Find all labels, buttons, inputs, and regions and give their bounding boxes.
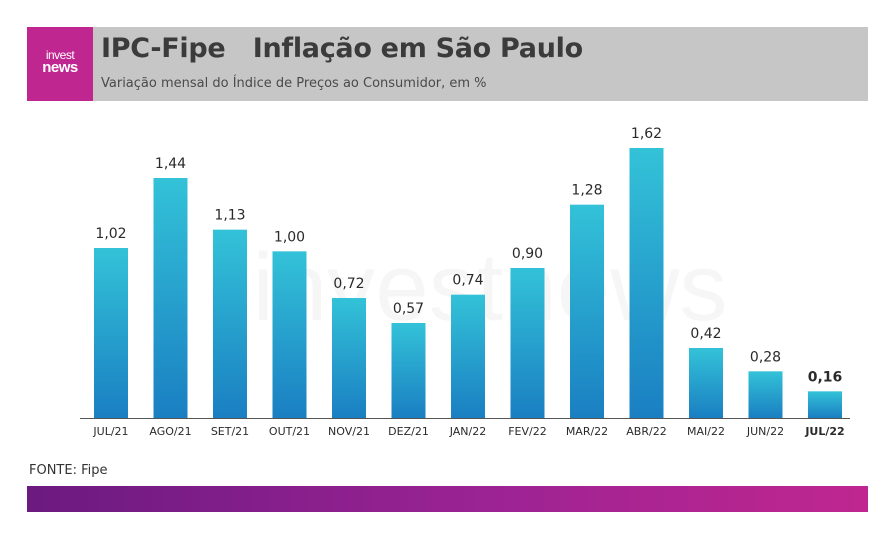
value-label: 1,62	[631, 126, 662, 142]
value-label: 0,74	[452, 273, 483, 289]
value-label: 0,72	[333, 276, 364, 292]
bar-jun-22	[748, 371, 783, 418]
value-label: 0,42	[690, 326, 721, 342]
bar-dez-21	[391, 323, 426, 418]
category-label: JUN/22	[746, 425, 784, 438]
bar-jul-21	[94, 248, 128, 418]
bar-jul-22	[808, 391, 842, 418]
value-label: 1,02	[95, 226, 126, 242]
value-label: 0,90	[512, 246, 543, 262]
source-note: FONTE: Fipe	[29, 463, 108, 478]
bar-mai-22	[689, 348, 723, 418]
category-label: MAR/22	[566, 425, 608, 438]
bar-out-21	[272, 251, 307, 418]
value-label: 0,16	[808, 369, 843, 385]
bar-set-21	[213, 229, 247, 418]
header-banner: invest news IPC-Fipe Inflação em São Pau…	[27, 27, 868, 101]
category-label: SET/21	[211, 425, 249, 438]
chart-subtitle: Variação mensal do Índice de Preços ao C…	[101, 76, 487, 91]
category-label: ABR/22	[626, 425, 666, 438]
category-label: JAN/22	[449, 425, 487, 438]
value-label: 0,57	[393, 301, 424, 317]
bar-ago-21	[153, 178, 188, 418]
category-label: MAI/22	[687, 425, 725, 438]
investnews-logo: invest news	[27, 27, 93, 101]
logo-line1: invest	[45, 48, 75, 62]
value-label: 1,28	[571, 183, 602, 199]
category-label: FEV/22	[508, 425, 547, 438]
value-label: 0,28	[750, 349, 781, 365]
logo-line2: news	[42, 59, 78, 76]
bar-jan-22	[451, 294, 485, 418]
bar-mar-22	[570, 204, 604, 418]
footer-bar	[27, 486, 868, 512]
value-label: 1,44	[155, 156, 186, 172]
bar-nov-21	[332, 298, 366, 418]
category-label: JUL/21	[92, 425, 128, 438]
bar-fev-22	[510, 268, 545, 418]
bar-abr-22	[629, 148, 664, 418]
category-label: AGO/21	[149, 425, 191, 438]
category-label: OUT/21	[269, 425, 310, 438]
category-label: JUL/22	[804, 425, 844, 438]
category-label: DEZ/21	[388, 425, 429, 438]
value-label: 1,00	[274, 229, 305, 245]
value-label: 1,13	[214, 208, 245, 224]
chart-title: IPC-Fipe Inflação em São Paulo	[101, 33, 583, 64]
category-label: NOV/21	[328, 425, 370, 438]
